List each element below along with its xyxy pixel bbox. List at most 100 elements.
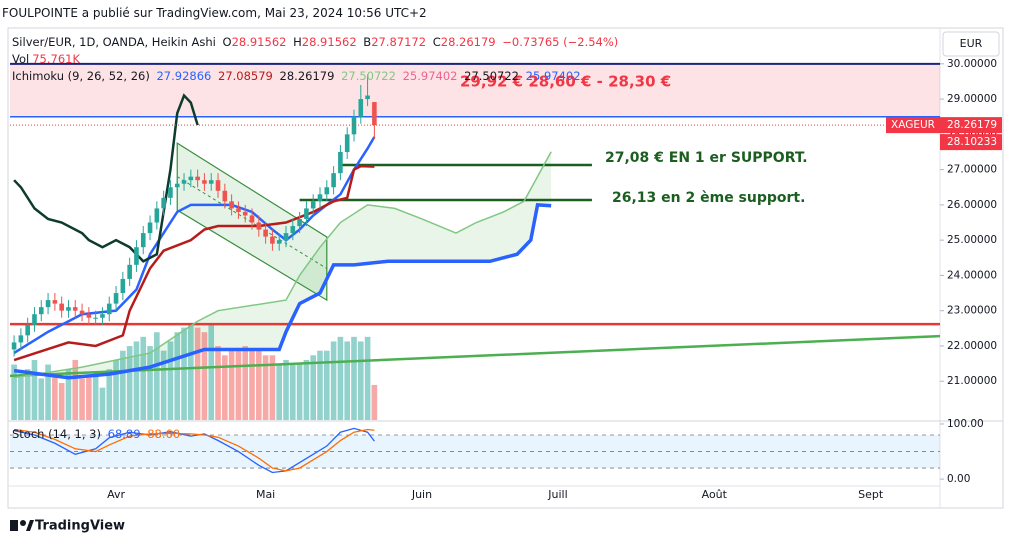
volume-bar [181,327,187,420]
candle-body [66,307,71,311]
ichimoku-legend: Ichimoku (9, 26, 52, 26) 27.92866 27.085… [12,69,584,83]
volume-bar [269,355,276,420]
volume-bar [65,369,72,420]
candle-body [120,278,126,294]
candle-body [147,222,153,234]
price-label: 28.26179 [947,119,997,131]
ichimoku-label: Ichimoku (9, 26, 52, 26) [12,69,150,83]
candle-body [358,99,364,117]
candle-body [45,300,51,308]
ichimoku-value: 28.26179 [279,69,335,83]
symbol: Silver/EUR, 1D, OANDA, Heikin Ashi [12,35,216,49]
volume-bar [45,364,51,420]
price-box [940,117,1002,134]
candle-body [11,342,17,350]
ichimoku-line [13,203,552,380]
ichimoku-line [13,151,552,379]
volume-bar [364,336,371,420]
volume-bar [194,327,201,420]
ichimoku-value: 27.50722 [464,69,519,83]
currency-button[interactable] [942,31,1000,57]
annotation: 27,08 € EN 1 er SUPPORT. [605,150,808,166]
candle-body [140,233,146,248]
y-tick-label: 22.00000 [947,340,997,352]
candle-body [59,303,64,311]
candle-body [168,187,173,198]
volume-bar [167,341,174,420]
x-tick-label: Août [702,488,728,501]
candle-body [161,197,166,209]
volume-bar [106,369,113,420]
candle-body [25,324,30,336]
candle-body [297,218,302,227]
candle-body [18,335,24,343]
x-tick-label: Mai [256,488,275,501]
ichimoku-value: 27.50722 [341,69,396,83]
volume-bar [154,332,160,420]
y-tick-label: 25.00000 [947,234,997,246]
candle-body [86,314,92,318]
candle-body [127,264,132,279]
volume-bar [113,359,119,420]
annotation: 26,13 en 2 ème support. [612,190,805,206]
ichimoku-line [13,93,199,263]
y-tick-label: 21.00000 [947,375,997,387]
candle-body [324,187,330,195]
volume-bar [262,355,269,420]
volume-bar [296,364,303,420]
volume-bar [24,369,31,420]
volume-bar [351,336,357,420]
symbol-label: XAGEUR [891,119,935,131]
candle-body [365,95,370,100]
candle-body [283,233,289,241]
stoch-label: Stoch (14, 1, 3) [12,427,101,441]
candle-body [270,236,275,244]
volume-bar [160,350,167,420]
volume-bar [337,336,344,420]
y-tick-label: 30.00000 [947,58,997,70]
volume-bar [147,346,153,420]
symbol-box [886,117,940,134]
candle-body [317,194,323,202]
candle-body [310,201,316,209]
candle-body [100,314,105,318]
volume-value: 75.761K [32,52,80,66]
candle-body [276,240,282,244]
candle-body [229,201,234,209]
ichimoku-line [13,164,375,362]
volume-bar [140,336,147,420]
drawn-line [10,334,940,378]
candle-body [304,208,309,219]
volume-bar [31,359,38,420]
candle-body [208,180,214,184]
channel-mid [176,176,328,269]
price-box [940,134,1002,151]
candle-body [79,310,85,315]
candle-body [338,151,343,174]
currency[interactable]: EUR [960,37,983,50]
volume-bar [344,341,350,420]
candle-body [351,116,357,135]
volume-bar [228,350,235,420]
candle-body [32,314,37,325]
candle-body [93,317,98,319]
volume-bar [58,383,65,420]
ohlc-label: C [432,35,441,49]
ohlc-value: 28.91562 [231,35,287,49]
candle-body [344,134,350,152]
x-tick-label: Avr [107,488,125,501]
y-tick-label: 26.00000 [947,199,997,211]
candle-body [222,190,228,202]
volume-bar [323,350,330,420]
y-tick-label: 27.00000 [947,164,997,176]
publisher: FOULPOINTE a publié sur TradingView.com,… [2,6,427,20]
y-tick-label: 23.00000 [947,305,997,317]
volume-bar [72,359,79,420]
volume-bar [303,359,310,420]
volume-bar [11,364,17,420]
candle-body [72,307,78,311]
volume-bar [188,322,194,420]
volume-bar [249,350,255,420]
stoch-line [13,428,375,472]
